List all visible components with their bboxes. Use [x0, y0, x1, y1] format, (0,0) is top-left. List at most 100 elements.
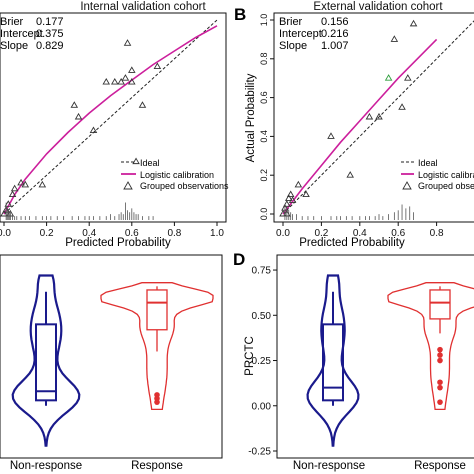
stat-label: Intercept — [0, 28, 43, 40]
grouped-observation-point — [279, 209, 287, 217]
grouped-observation-point — [117, 77, 125, 85]
panel-a-frame — [0, 12, 227, 223]
box-iqr — [35, 323, 57, 402]
grouped-observation-point — [294, 180, 303, 188]
outlier-point — [437, 346, 443, 353]
x-tick-label: 0.6 — [125, 228, 139, 239]
grouped-observation-point — [128, 77, 136, 85]
grouped-observation-point — [365, 112, 374, 120]
grouped-observation-point — [153, 62, 162, 70]
box-iqr — [146, 289, 168, 331]
grouped-observation-point — [375, 112, 383, 120]
panel-d-marks — [306, 274, 474, 447]
legend-label: Grouped observations — [140, 181, 229, 191]
stat-value: 0.216 — [321, 28, 349, 40]
violin-outline — [11, 274, 81, 447]
x-tick-label: 0.4 — [353, 228, 367, 239]
panel-a: Internal validation cohort Brier 0.177 I… — [0, 1, 229, 249]
grouped-observation-point — [409, 19, 418, 27]
grouped-observation-point — [8, 190, 17, 198]
panel-c-category: Non-response — [10, 460, 82, 472]
panel-d-category: Response — [414, 460, 466, 472]
outlier-point — [437, 399, 443, 405]
legend-triangle-icon — [402, 181, 412, 190]
grouped-observation-point — [128, 66, 136, 73]
grouped-observation-point — [390, 35, 399, 42]
stat-label: Brier — [279, 16, 303, 28]
y-tick-label: 0.6 — [259, 91, 269, 104]
x-tick-label: 0.0 — [276, 228, 290, 239]
panel-d: D 0.75 0.50 0.25 0.00 -0.25 PRCTC Non-respon… — [233, 250, 474, 472]
grouped-observation-point — [404, 74, 412, 81]
grouped-observation-point — [70, 101, 79, 108]
grouped-observation-point — [10, 184, 19, 192]
stat-label: Slope — [279, 40, 307, 52]
grouped-observation-point — [327, 132, 335, 139]
panel-a-marks — [0, 19, 218, 220]
panel-b-ylabel: Actual Probability — [245, 73, 257, 162]
violin-outline — [387, 282, 474, 411]
stat-value: 0.156 — [321, 16, 349, 28]
y-tick-label: 1.0 — [259, 14, 269, 27]
y-tick-label: 0.0 — [259, 208, 269, 221]
grouped-observation-point — [0, 209, 8, 217]
grouped-observation-point — [302, 190, 310, 198]
legend-label: Logistic calibration — [418, 170, 474, 180]
legend-label: Ideal — [140, 158, 160, 168]
grouped-observation-point — [21, 180, 30, 188]
x-tick-label: 0.8 — [430, 228, 444, 239]
legend-triangle-icon — [123, 181, 133, 190]
y-tick-label: 0.00 — [252, 401, 272, 412]
panel-b: B External validation cohort Brier 0.156… — [234, 1, 474, 249]
panel-b-legend: Ideal Logistic calibration Grouped obser… — [401, 158, 474, 191]
stat-value: 1.007 — [321, 40, 349, 52]
x-tick-label: 0.4 — [82, 228, 96, 239]
grouped-observation-point — [346, 171, 354, 178]
violin-outline — [100, 282, 214, 411]
panel-b-y-ticks: 0.0 0.2 0.4 0.6 0.8 1.0 — [259, 14, 274, 221]
panel-b-title: External validation cohort — [313, 1, 443, 13]
grouped-observation-point — [288, 196, 297, 203]
grouped-observation-point — [132, 157, 140, 165]
calibration-curve — [282, 38, 438, 215]
outlier-point — [437, 384, 443, 391]
panel-b-marks — [279, 19, 474, 220]
panel-a-stats: Brier 0.177 Intercept 0.375 Slope 0.829 — [0, 16, 64, 52]
y-tick-label: 0.25 — [252, 356, 272, 367]
box-iqr — [429, 289, 451, 320]
panel-a-legend: Ideal Logistic calibration Grouped obser… — [121, 158, 229, 191]
stat-value: 0.177 — [36, 16, 64, 28]
y-tick-label: 0.2 — [259, 169, 269, 182]
panel-d-ylabel: PRCTC — [244, 336, 256, 376]
grouped-observation-point — [123, 39, 132, 46]
grouped-observation-point — [102, 77, 111, 85]
stat-label: Slope — [0, 40, 28, 52]
stat-value: 0.829 — [36, 40, 64, 52]
grouped-observation-point — [17, 178, 25, 186]
panel-letter: B — [234, 5, 246, 24]
ideal-line — [3, 19, 218, 215]
panel-c-marks — [11, 274, 214, 447]
panel-b-xlabel: Predicted Probability — [299, 237, 405, 249]
grouped-observation-point — [384, 74, 393, 81]
panel-c: Non-response Response — [0, 254, 223, 472]
grouped-observation-point — [74, 112, 83, 120]
x-tick-label: 0.0 — [0, 228, 11, 239]
x-tick-label: 0.8 — [167, 228, 181, 239]
grouped-observation-point — [284, 194, 293, 201]
outlier-point — [154, 392, 160, 398]
panel-c-category: Response — [131, 460, 183, 472]
panel-d-frame — [276, 254, 474, 459]
grouped-observation-point — [110, 77, 119, 85]
ideal-line — [282, 20, 474, 215]
grouped-observation-point — [138, 101, 147, 108]
panel-d-y-ticks: 0.75 0.50 0.25 0.00 -0.25 — [248, 266, 277, 458]
outlier-point — [437, 357, 443, 364]
box-iqr — [322, 323, 344, 402]
grouped-observation-point — [398, 103, 406, 110]
legend-label: Ideal — [418, 158, 438, 168]
y-tick-label: 0.8 — [259, 53, 269, 66]
legend-label: Logistic calibration — [140, 170, 214, 180]
stat-label: Brier — [0, 16, 24, 28]
panel-a-x-ticks: 0.0 0.2 0.4 0.6 0.8 1.0 — [0, 222, 224, 239]
